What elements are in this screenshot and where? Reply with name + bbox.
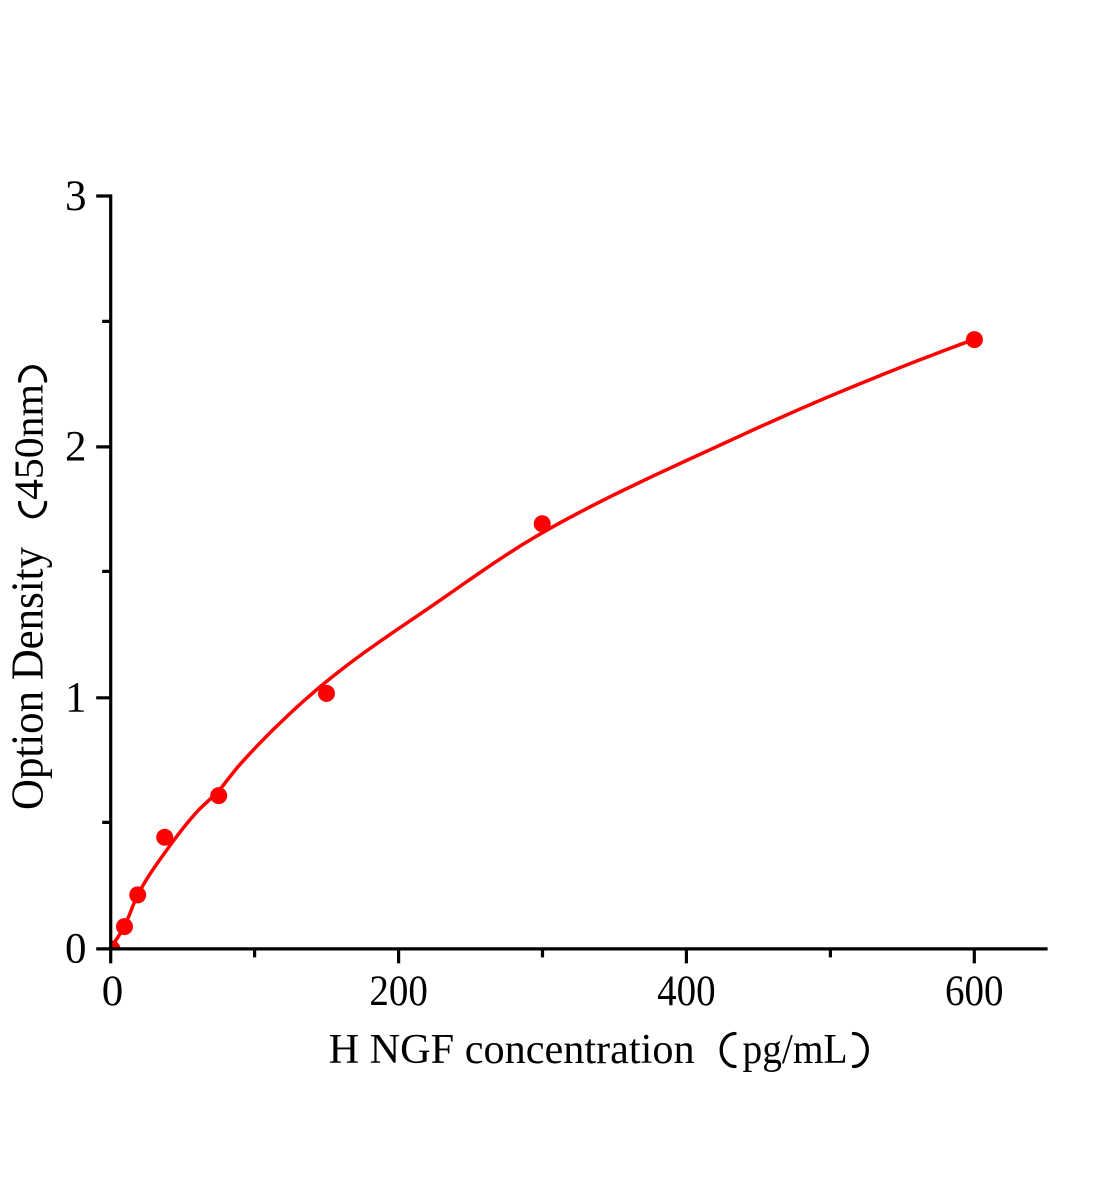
svg-text:400: 400 (657, 968, 716, 1015)
svg-text:0: 0 (102, 968, 124, 1015)
svg-text:0: 0 (65, 926, 87, 973)
svg-text:600: 600 (945, 968, 1004, 1015)
svg-text:2: 2 (65, 424, 87, 471)
svg-text:pg/mL: pg/mL (743, 1027, 848, 1073)
svg-text:1: 1 (65, 675, 87, 722)
svg-text:200: 200 (369, 968, 428, 1015)
svg-text:H NGF concentration: H NGF concentration (329, 1027, 695, 1073)
svg-text:3: 3 (65, 173, 87, 220)
svg-text:Option Density: Option Density (3, 547, 53, 810)
svg-text:450nm: 450nm (6, 384, 52, 500)
